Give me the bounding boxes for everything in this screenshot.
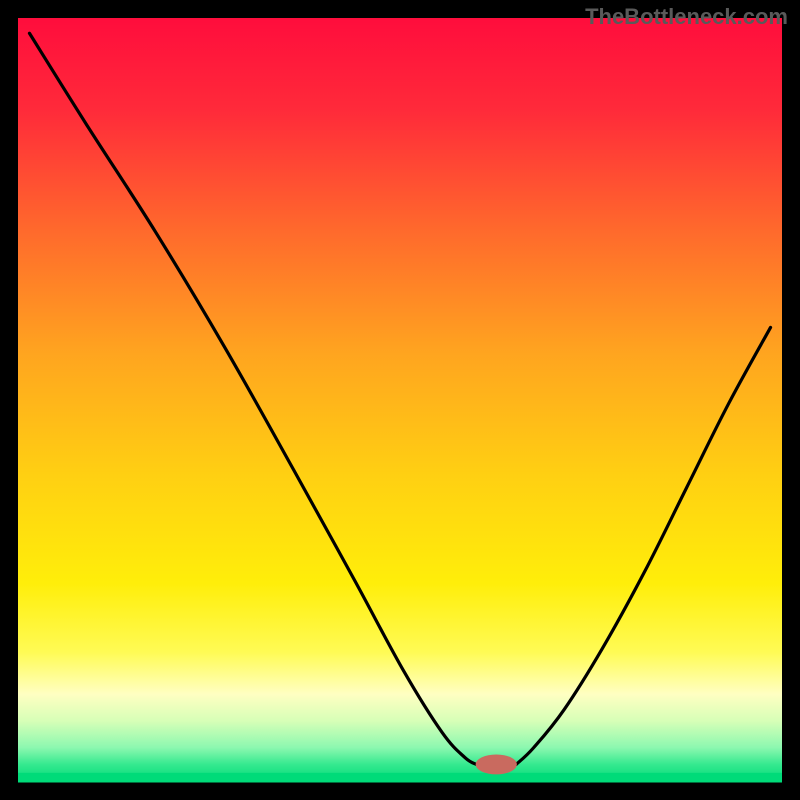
optimal-marker: [476, 754, 517, 774]
bottleneck-chart: TheBottleneck.com: [0, 0, 800, 800]
attribution-text: TheBottleneck.com: [585, 4, 788, 30]
baseline-band: [18, 773, 782, 783]
chart-svg: [0, 0, 800, 800]
